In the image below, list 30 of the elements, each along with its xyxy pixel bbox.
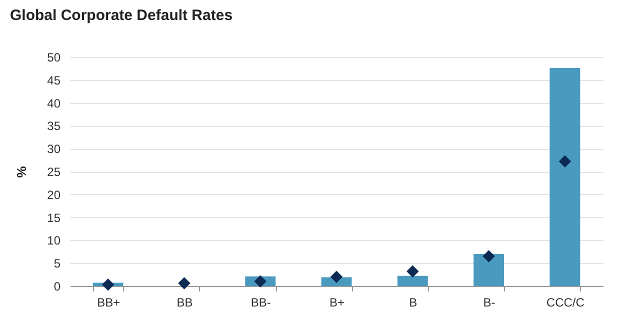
y-tick-label: 50 xyxy=(47,50,61,64)
y-tick-label: 45 xyxy=(47,73,61,88)
bar xyxy=(550,68,580,286)
point xyxy=(102,278,114,291)
y-tick-label: 40 xyxy=(47,96,61,110)
point xyxy=(254,275,266,288)
x-tick-label: BB- xyxy=(250,296,271,310)
point xyxy=(558,155,572,168)
x-tick-label: B xyxy=(409,296,418,310)
y-tick-label: 25 xyxy=(47,165,61,179)
y-tick-label: 0 xyxy=(54,280,61,294)
x-tick-label: BB xyxy=(176,296,193,310)
point xyxy=(330,270,343,283)
chart-title: Global Corporate Default Rates xyxy=(10,7,233,24)
x-tick-label: CCC/C xyxy=(546,296,585,310)
y-tick-label: 35 xyxy=(47,119,61,134)
bar xyxy=(397,276,428,286)
point xyxy=(406,265,419,278)
y-axis-title: % xyxy=(14,166,30,178)
x-tick-label: BB+ xyxy=(97,296,120,310)
x-tick-label: B+ xyxy=(329,296,345,310)
y-tick-label: 10 xyxy=(47,234,61,248)
y-tick-label: 5 xyxy=(54,256,61,271)
bar xyxy=(474,254,504,286)
y-tick-label: 20 xyxy=(47,188,61,202)
x-tick-label: B- xyxy=(483,296,496,310)
point xyxy=(482,250,495,262)
y-tick-label: 15 xyxy=(47,210,61,225)
point xyxy=(178,277,190,290)
y-tick-label: 30 xyxy=(47,142,61,156)
